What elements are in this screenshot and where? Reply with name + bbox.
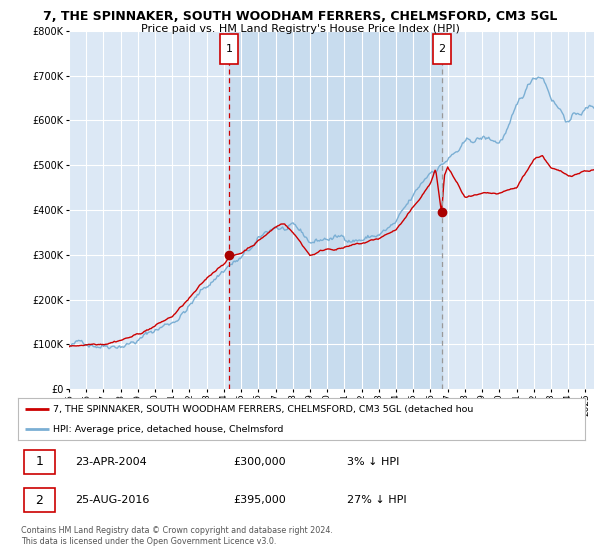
Text: 2: 2: [35, 493, 43, 507]
Text: £395,000: £395,000: [233, 495, 286, 505]
Text: 23-APR-2004: 23-APR-2004: [75, 457, 146, 467]
FancyBboxPatch shape: [220, 34, 238, 64]
Text: 1: 1: [35, 455, 43, 468]
Text: Contains HM Land Registry data © Crown copyright and database right 2024.
This d: Contains HM Land Registry data © Crown c…: [21, 526, 333, 546]
FancyBboxPatch shape: [23, 450, 55, 474]
Text: 27% ↓ HPI: 27% ↓ HPI: [347, 495, 406, 505]
Text: 2: 2: [438, 44, 445, 54]
Text: 1: 1: [226, 44, 233, 54]
Text: 25-AUG-2016: 25-AUG-2016: [75, 495, 149, 505]
Bar: [229, 31, 442, 389]
FancyBboxPatch shape: [23, 488, 55, 512]
Text: HPI: Average price, detached house, Chelmsford: HPI: Average price, detached house, Chel…: [53, 424, 284, 433]
Text: £300,000: £300,000: [233, 457, 286, 467]
Text: 7, THE SPINNAKER, SOUTH WOODHAM FERRERS, CHELMSFORD, CM3 5GL (detached hou: 7, THE SPINNAKER, SOUTH WOODHAM FERRERS,…: [53, 405, 473, 414]
Text: 7, THE SPINNAKER, SOUTH WOODHAM FERRERS, CHELMSFORD, CM3 5GL: 7, THE SPINNAKER, SOUTH WOODHAM FERRERS,…: [43, 10, 557, 23]
Text: Price paid vs. HM Land Registry's House Price Index (HPI): Price paid vs. HM Land Registry's House …: [140, 24, 460, 34]
FancyBboxPatch shape: [433, 34, 451, 64]
Text: 3% ↓ HPI: 3% ↓ HPI: [347, 457, 399, 467]
